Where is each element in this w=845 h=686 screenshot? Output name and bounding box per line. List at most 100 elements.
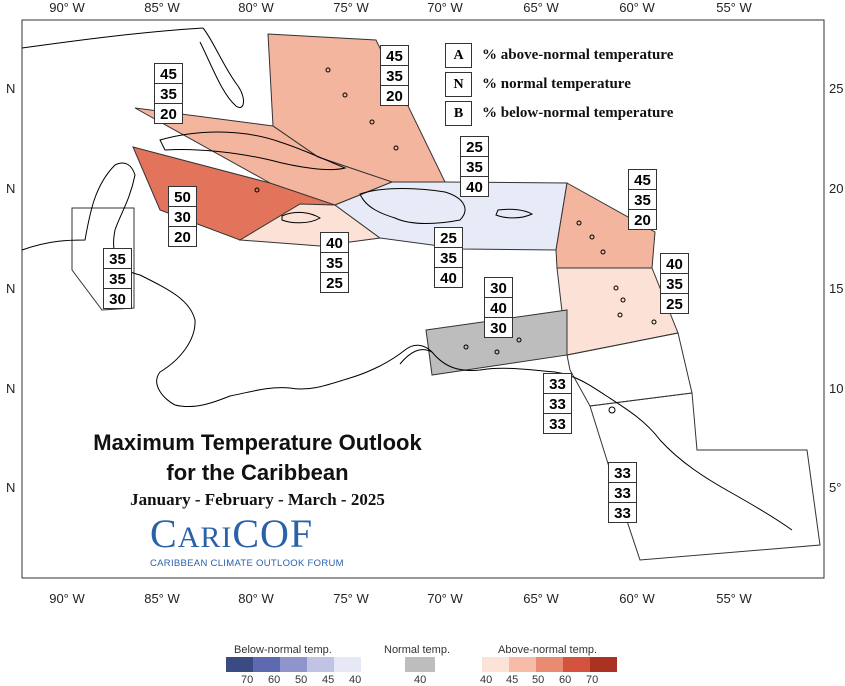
lat-tick-left: N	[6, 480, 15, 495]
normal-value: 33	[543, 393, 572, 414]
normal-value: 35	[154, 83, 183, 104]
legend-key: N	[445, 72, 472, 97]
title-line-2: for the Caribbean	[166, 460, 349, 485]
title-line-1: Maximum Temperature Outlook	[93, 430, 422, 455]
normal-value: 35	[460, 156, 489, 177]
below-swatch	[226, 657, 253, 672]
legend-text: % above-normal temperature	[482, 47, 674, 63]
above-swatch	[536, 657, 563, 672]
normal-swatch	[405, 657, 435, 672]
island-dot	[576, 220, 582, 226]
logo-wordmark: CARICOF	[150, 512, 355, 560]
lon-tick-bottom: 55° W	[716, 591, 752, 606]
region-abc	[425, 309, 568, 376]
coast-cuba	[159, 131, 347, 171]
map-title: Maximum Temperature Outlook for the Cari…	[40, 428, 475, 512]
coast-central-america	[174, 344, 433, 408]
normal-value: 35	[103, 268, 132, 289]
scale-below-label: Below-normal temp.	[234, 644, 332, 656]
island-dot	[617, 312, 623, 318]
lat-tick-right: 20	[829, 181, 843, 196]
island-dot	[325, 67, 331, 73]
below-value: 20	[380, 85, 409, 106]
lon-tick-bottom: 75° W	[333, 591, 369, 606]
normal-value: 30	[168, 206, 197, 227]
island-dot	[494, 349, 500, 355]
scale-tick-above: 60	[559, 674, 572, 686]
above-value: 40	[660, 253, 689, 274]
lon-tick-top: 65° W	[523, 0, 559, 15]
island-dot	[516, 337, 522, 343]
above-value: 30	[484, 277, 513, 298]
legend-text: % normal temperature	[482, 76, 631, 92]
above-swatch	[563, 657, 590, 672]
island-dot	[342, 92, 348, 98]
normal-value: 33	[608, 482, 637, 503]
scale-tick-below: 70	[241, 674, 254, 686]
below-swatch	[253, 657, 280, 672]
logo-letters-small: ARI	[177, 521, 233, 554]
scale-tick-below: 45	[322, 674, 335, 686]
island-dot	[613, 285, 619, 291]
right-lat-ticks: 25 20 15 10 5°	[829, 81, 843, 495]
title-period: January - February - March - 2025	[130, 490, 385, 509]
below-value: 33	[543, 413, 572, 434]
below-swatch	[280, 657, 307, 672]
above-swatch	[482, 657, 509, 672]
legend-row-normal: N % normal temperature	[445, 70, 673, 99]
above-value: 40	[320, 232, 349, 253]
lon-tick-top: 70° W	[427, 0, 463, 15]
coast-puerto-rico	[495, 208, 534, 219]
island-dot	[620, 297, 626, 303]
scale-normal-label: Normal temp.	[384, 644, 451, 656]
lat-tick-right: 15	[829, 281, 843, 296]
logo-subtitle: CARIBBEAN CLIMATE OUTLOOK FORUM	[150, 558, 344, 569]
above-value: 45	[628, 169, 657, 190]
lat-tick-left: N	[6, 181, 15, 196]
below-value: 20	[154, 103, 183, 124]
lon-tick-bottom: 65° W	[523, 591, 559, 606]
lon-tick-top: 80° W	[238, 0, 274, 15]
region-values-guianas: 33 33 33	[608, 462, 637, 523]
caricof-logo: CARICOF CARIBBEAN CLIMATE OUTLOOK FORUM	[150, 512, 355, 570]
above-value: 45	[380, 45, 409, 66]
lon-tick-bottom: 85° W	[144, 591, 180, 606]
below-swatch	[334, 657, 361, 672]
normal-value: 35	[380, 65, 409, 86]
above-swatch	[509, 657, 536, 672]
region-values-belize: 35 35 30	[103, 248, 132, 309]
normal-value: 40	[484, 297, 513, 318]
normal-value: 35	[434, 247, 463, 268]
region-values-trinidad: 33 33 33	[543, 373, 572, 434]
lon-tick-top: 90° W	[49, 0, 85, 15]
island-dot	[463, 344, 469, 350]
left-lat-ticks: N N N N N	[6, 81, 15, 495]
normal-value: 35	[320, 252, 349, 273]
lon-tick-top: 55° W	[716, 0, 752, 15]
coast-south-america	[431, 351, 793, 531]
above-swatch	[590, 657, 617, 672]
lat-tick-right: 25	[829, 81, 843, 96]
scale-tick-above: 45	[506, 674, 519, 686]
legend-row-below: B % below-normal temperature	[445, 99, 673, 128]
lon-tick-top: 60° W	[619, 0, 655, 15]
island-dot	[608, 406, 616, 414]
region-values-hispaniola-upper: 25 35 40	[460, 136, 489, 197]
above-value: 33	[608, 462, 637, 483]
below-value: 40	[460, 176, 489, 197]
below-value: 25	[320, 272, 349, 293]
region-values-windward: 40 35 25	[660, 253, 689, 314]
lon-tick-bottom: 70° W	[427, 591, 463, 606]
logo-letter: C	[150, 511, 178, 556]
island-dot	[651, 319, 657, 325]
above-value: 33	[543, 373, 572, 394]
lat-tick-right: 5°	[829, 480, 841, 495]
scale-tick-above: 70	[586, 674, 599, 686]
scale-tick-above: 40	[480, 674, 493, 686]
lat-tick-left: N	[6, 81, 15, 96]
scale-tick-below: 50	[295, 674, 308, 686]
region-values-leeward: 45 35 20	[628, 169, 657, 230]
below-value: 30	[484, 317, 513, 338]
island-dot	[589, 234, 595, 240]
legend-text: % below-normal temperature	[482, 105, 674, 121]
